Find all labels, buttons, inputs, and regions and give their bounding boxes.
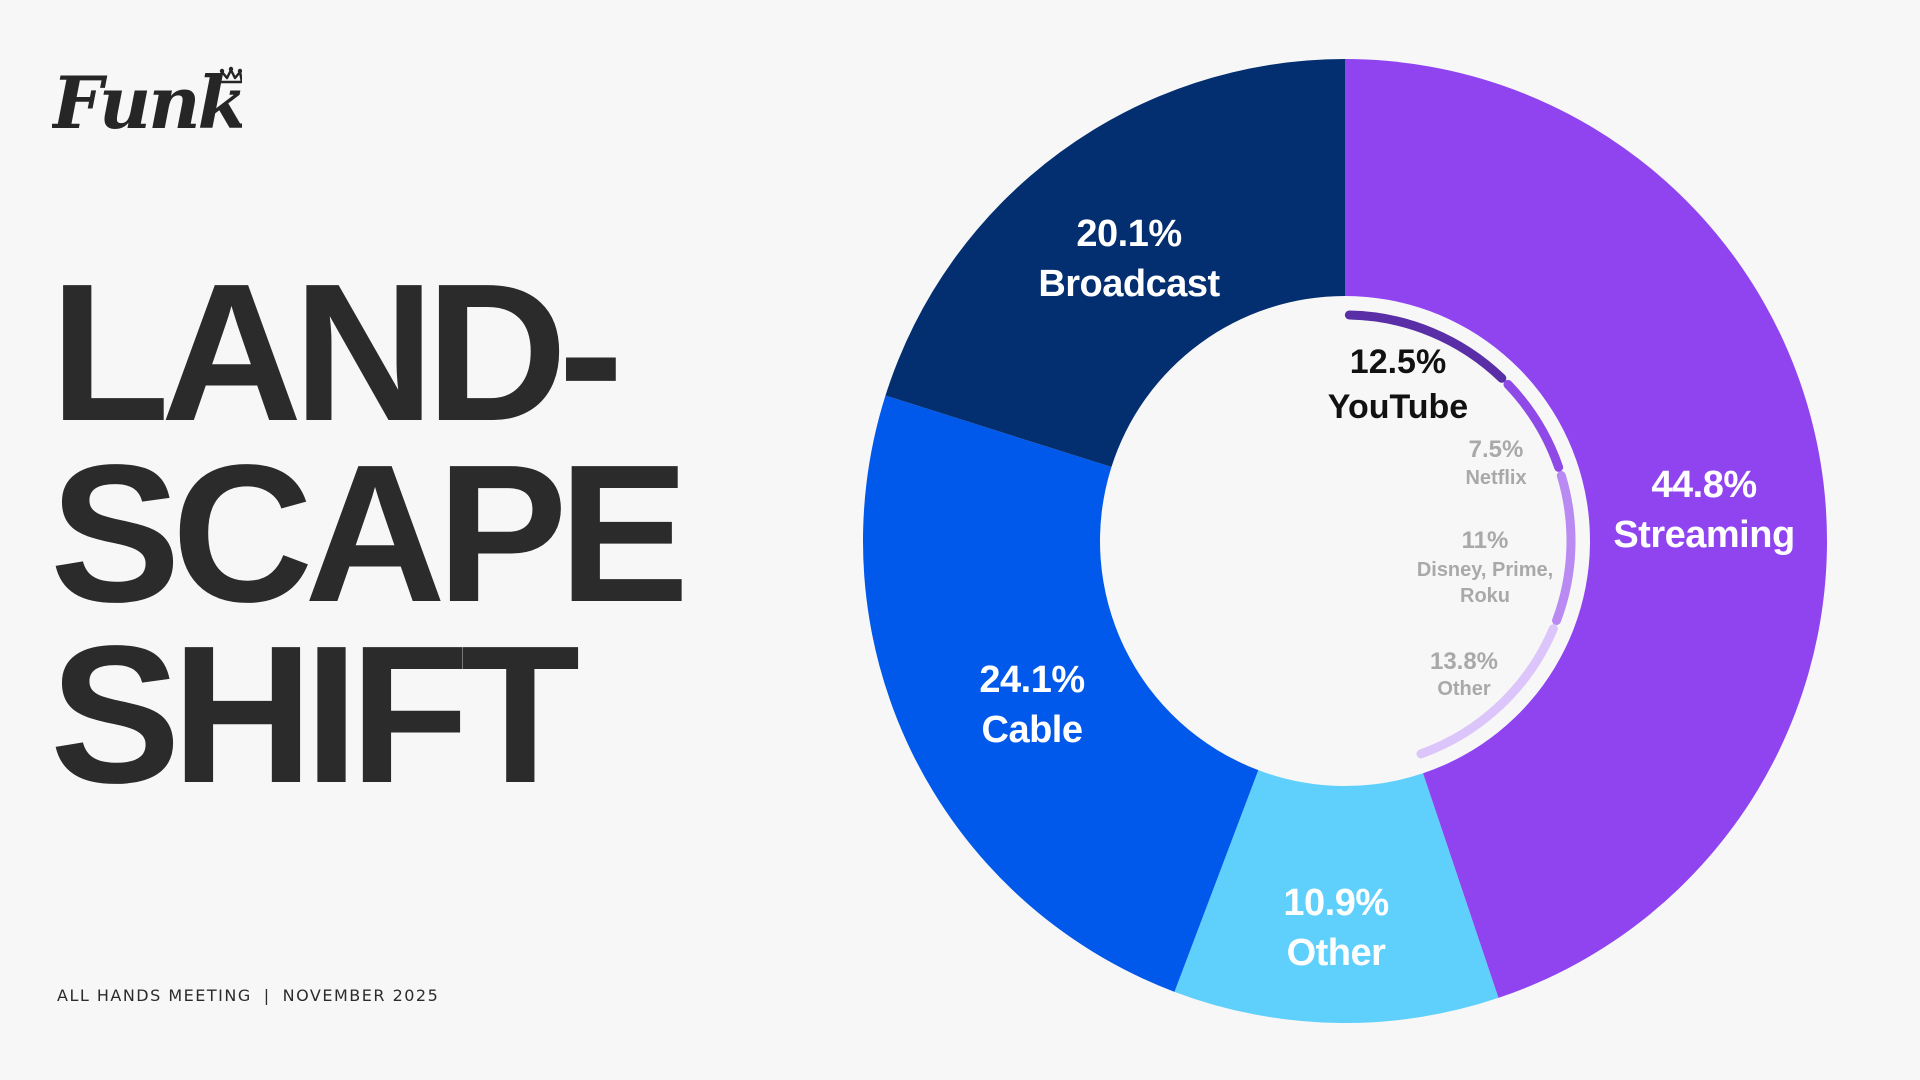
breakdown-arc-disney-prime-roku [1552, 471, 1576, 626]
label-other-value: 10.9% [1283, 882, 1388, 924]
breakdown-arc-other [1416, 624, 1558, 759]
funko-logo: Funko [52, 60, 242, 145]
footer-date: NOVEMBER 2025 [282, 986, 440, 1005]
inner-label-netflix-value: 7.5% [1469, 436, 1524, 463]
label-cable: 24.1% Cable [979, 659, 1085, 751]
label-cable-value: 24.1% [979, 659, 1084, 701]
headline: LAND- SCAPE SHIFT [50, 243, 689, 824]
label-broadcast-name: Broadcast [1038, 263, 1220, 305]
label-streaming-name: Streaming [1613, 514, 1794, 556]
label-cable-name: Cable [982, 709, 1083, 751]
breakdown-arc-youtube [1344, 310, 1507, 383]
crown-icon [218, 66, 242, 84]
label-broadcast-value: 20.1% [1076, 213, 1181, 255]
inner-label-disney-name-line-2: Roku [1460, 585, 1510, 607]
inner-label-disney-name-line-1: Disney, Prime, [1417, 559, 1553, 581]
inner-label-netflix-name: Netflix [1465, 467, 1526, 489]
inner-label-streaming-other-name: Other [1437, 678, 1491, 700]
inner-label-disney-value: 11% [1462, 527, 1509, 554]
headline-line-3: SHIFT [50, 605, 580, 824]
inner-label-netflix: 7.5% Netflix [1465, 436, 1526, 489]
slice-broadcast [885, 59, 1345, 468]
slice-streaming [1345, 59, 1828, 998]
label-other-name: Other [1287, 932, 1387, 974]
inner-label-disney-prime-roku: 11% Disney, Prime, Roku [1417, 527, 1553, 607]
slice-other [1174, 770, 1499, 1023]
funko-logo-text: Funko [52, 60, 242, 145]
label-broadcast: 20.1% Broadcast [1038, 213, 1221, 305]
inner-label-youtube: 12.5% YouTube [1328, 343, 1468, 426]
footer-event: ALL HANDS MEETING [57, 986, 252, 1005]
breakdown-arc-netflix [1503, 379, 1564, 472]
inner-label-streaming-other: 13.8% Other [1430, 648, 1498, 700]
headline-line-2: SCAPE [50, 424, 689, 643]
outer-slices [863, 59, 1828, 1023]
inner-label-youtube-value: 12.5% [1350, 343, 1446, 381]
slice-cable [863, 395, 1259, 992]
label-streaming: 44.8% Streaming [1613, 464, 1795, 556]
streaming-breakdown-arcs [1344, 310, 1576, 759]
inner-label-streaming-other-value: 13.8% [1430, 648, 1498, 675]
label-streaming-value: 44.8% [1651, 464, 1756, 506]
headline-line-1: LAND- [50, 243, 624, 462]
footer: ALL HANDS MEETING | NOVEMBER 2025 [57, 986, 439, 1005]
footer-separator: | [263, 986, 271, 1005]
inner-label-youtube-name: YouTube [1328, 388, 1468, 426]
label-other: 10.9% Other [1283, 882, 1389, 974]
